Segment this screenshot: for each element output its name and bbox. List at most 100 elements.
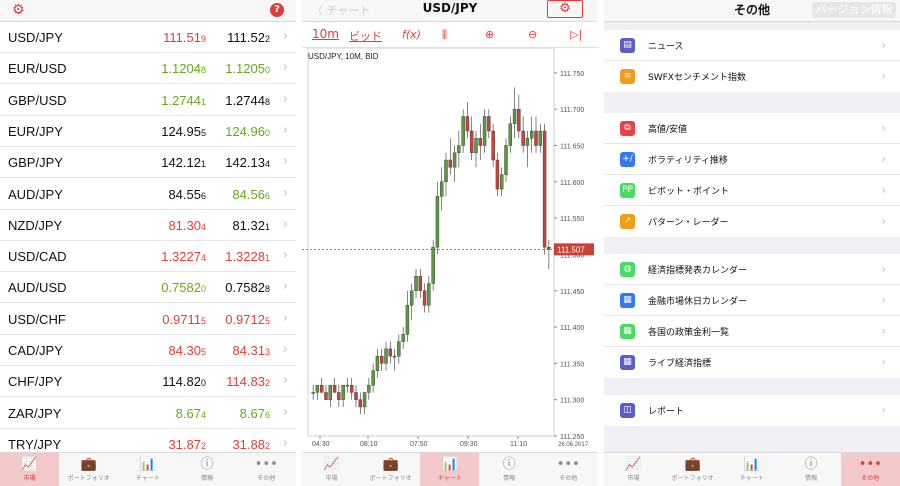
market-icon: 📈	[323, 457, 340, 472]
jump-to-latest-icon[interactable]: ▷|	[570, 28, 583, 41]
tab-market[interactable]: 📈 市場	[302, 453, 361, 486]
portfolio-icon: 💼	[684, 457, 701, 472]
bid-price[interactable]: 1.32274	[161, 249, 206, 265]
menu-item[interactable]: +/ ボラティリティ推移 ›	[604, 144, 900, 175]
bid-price[interactable]: 1.12048	[161, 61, 206, 77]
tab-chart[interactable]: 📊 チャート	[420, 453, 480, 486]
market-navbar: ⚙ ?	[0, 0, 296, 22]
tab-more[interactable]: ••• その他	[237, 453, 296, 486]
rate-row[interactable]: EUR/USD 1.12048 1.12050 ›	[0, 53, 296, 85]
tab-bar: 📈 市場 💼 ポートフォリオ 📊 チャート ⓘ 情報 ••• その他	[302, 452, 598, 486]
zoom-out-icon[interactable]: ⊖	[528, 28, 538, 41]
chart-area[interactable]: USD/JPY, 10M, BID 111.750 111.700 111.650 11…	[302, 47, 598, 478]
ask-price[interactable]: 111.522	[227, 30, 270, 45]
rate-row[interactable]: USD/CHF 0.97115 0.97125 ›	[0, 304, 296, 335]
tab-chart[interactable]: 📊 チャート	[118, 453, 177, 486]
tab-portfolio[interactable]: 💼 ポートフォリオ	[361, 453, 420, 486]
y-tick-label: 111.550	[560, 216, 584, 223]
menu-item[interactable]: PP ピボット・ポイント ›	[604, 175, 900, 206]
ask-price[interactable]: 84.313	[232, 343, 270, 358]
rate-row[interactable]: AUD/JPY 84.556 84.566 ›	[0, 179, 296, 210]
bid-price[interactable]: 81.304	[168, 217, 206, 233]
ask-price[interactable]: 0.97125	[225, 311, 270, 327]
indicator-fx-button[interactable]: f(x)	[402, 28, 421, 41]
price-type-button[interactable]: ビッド	[349, 30, 382, 43]
timeframe-button[interactable]: 10m	[312, 27, 339, 41]
ask-price[interactable]: 142.134	[225, 155, 270, 171]
candle-body	[440, 181, 444, 197]
back-button[interactable]: 〈 チャート	[312, 4, 371, 17]
tab-chart[interactable]: 📊 チャート	[722, 453, 781, 486]
chevron-right-icon: ›	[881, 403, 886, 417]
rate-row[interactable]: NZD/JPY 81.304 81.321 ›	[0, 210, 296, 241]
menu-item[interactable]: ◍ 経済指標発表カレンダー ›	[604, 254, 900, 285]
tab-portfolio[interactable]: 💼 ポートフォリオ	[663, 453, 722, 486]
tab-portfolio[interactable]: 💼 ポートフォリオ	[59, 453, 118, 486]
menu-item[interactable]: ◫ レポート ›	[604, 395, 900, 426]
ask-price[interactable]: 114.832	[226, 374, 270, 390]
tab-more[interactable]: ••• その他	[539, 453, 598, 486]
menu-item[interactable]: ▦ 各国の政策金利一覧 ›	[604, 316, 900, 347]
ask-price[interactable]: 1.12050	[225, 61, 270, 77]
tab-info[interactable]: ⓘ 情報	[782, 453, 841, 486]
bid-pip: 5	[200, 315, 206, 326]
candle-body	[362, 392, 367, 408]
menu-group: ◫ レポート ›	[604, 395, 900, 426]
ask-price[interactable]: 8.676	[239, 405, 270, 421]
rate-row[interactable]: USD/JPY 111.519 111.522 ›	[0, 22, 296, 53]
tab-market[interactable]: 📈 市場	[604, 453, 663, 486]
portfolio-icon: 💼	[382, 457, 399, 472]
candle-body	[324, 392, 328, 400]
bid-price[interactable]: 114.820	[162, 374, 206, 390]
menu-item[interactable]: ▦ ライブ経済指標 ›	[604, 347, 900, 378]
bid-price[interactable]: 124.955	[161, 123, 206, 139]
help-icon[interactable]: ?	[270, 3, 284, 17]
rate-row[interactable]: AUD/USD 0.75820 0.75828 ›	[0, 272, 296, 304]
bid-price[interactable]: 111.519	[163, 30, 206, 45]
menu-item[interactable]: ▦ 金融市場休日カレンダー ›	[604, 285, 900, 316]
version-info-button[interactable]: バージョン情報	[812, 2, 896, 18]
portfolio-icon: 💼	[80, 457, 97, 472]
bid-price[interactable]: 142.121	[161, 155, 206, 171]
tab-info[interactable]: ⓘ 情報	[480, 453, 539, 486]
bid-price[interactable]: 0.97115	[162, 311, 206, 327]
bid-price[interactable]: 0.75820	[161, 280, 206, 296]
bid-pip: 9	[200, 34, 206, 44]
ask-price[interactable]: 84.566	[232, 186, 270, 202]
candlestick-chart[interactable]: USD/JPY, 10M, BID 111.750 111.700 111.650 11…	[302, 47, 598, 452]
bid-pip: 5	[200, 347, 206, 357]
zoom-in-icon[interactable]: ⊕	[485, 28, 495, 41]
bid-price[interactable]: 8.674	[175, 405, 206, 421]
menu-item[interactable]: ↗ パターン・レーダー ›	[604, 206, 900, 237]
rate-row[interactable]: EUR/JPY 124.955 124.960 ›	[0, 116, 296, 147]
ask-price[interactable]: 1.32281	[225, 249, 270, 265]
tab-label: 情報	[201, 475, 214, 482]
rate-row[interactable]: CAD/JPY 84.305 84.313 ›	[0, 335, 296, 366]
chart-settings-button[interactable]: ⚙	[547, 0, 583, 18]
rate-row[interactable]: GBP/JPY 142.121 142.134 ›	[0, 147, 296, 179]
menu-item[interactable]: ▤ ニュース ›	[604, 30, 900, 61]
ask-price[interactable]: 31.882	[232, 436, 270, 452]
globe-icon: ◍	[620, 262, 635, 277]
ask-price[interactable]: 81.321	[232, 217, 270, 233]
candle-body	[542, 130, 547, 248]
bid-price[interactable]: 31.872	[168, 436, 206, 452]
candle-type-icon[interactable]: ⫼	[442, 28, 448, 41]
rate-row[interactable]: ZAR/JPY 8.674 8.676 ›	[0, 398, 296, 429]
rate-row[interactable]: GBP/USD 1.27441 1.27448 ›	[0, 85, 296, 116]
rate-row[interactable]: USD/CAD 1.32274 1.32281 ›	[0, 241, 296, 273]
bid-price[interactable]: 84.556	[168, 186, 206, 202]
ask-price[interactable]: 0.75828	[225, 280, 270, 296]
settings-gear-icon[interactable]: ⚙	[12, 2, 25, 18]
tab-market[interactable]: 📈 市場	[0, 453, 59, 486]
tab-info[interactable]: ⓘ 情報	[178, 453, 237, 486]
ask-price[interactable]: 124.960	[225, 123, 270, 139]
tab-more[interactable]: ••• その他	[840, 453, 900, 486]
bid-price[interactable]: 84.305	[168, 343, 206, 358]
candle-body	[422, 290, 427, 306]
bid-price[interactable]: 1.27441	[161, 92, 206, 108]
menu-item[interactable]: ≡ SWFXセンチメント指数 ›	[604, 61, 900, 92]
menu-item[interactable]: ⧉ 高値/安値 ›	[604, 113, 900, 144]
ask-price[interactable]: 1.27448	[225, 92, 270, 108]
rate-row[interactable]: CHF/JPY 114.820 114.832 ›	[0, 366, 296, 398]
